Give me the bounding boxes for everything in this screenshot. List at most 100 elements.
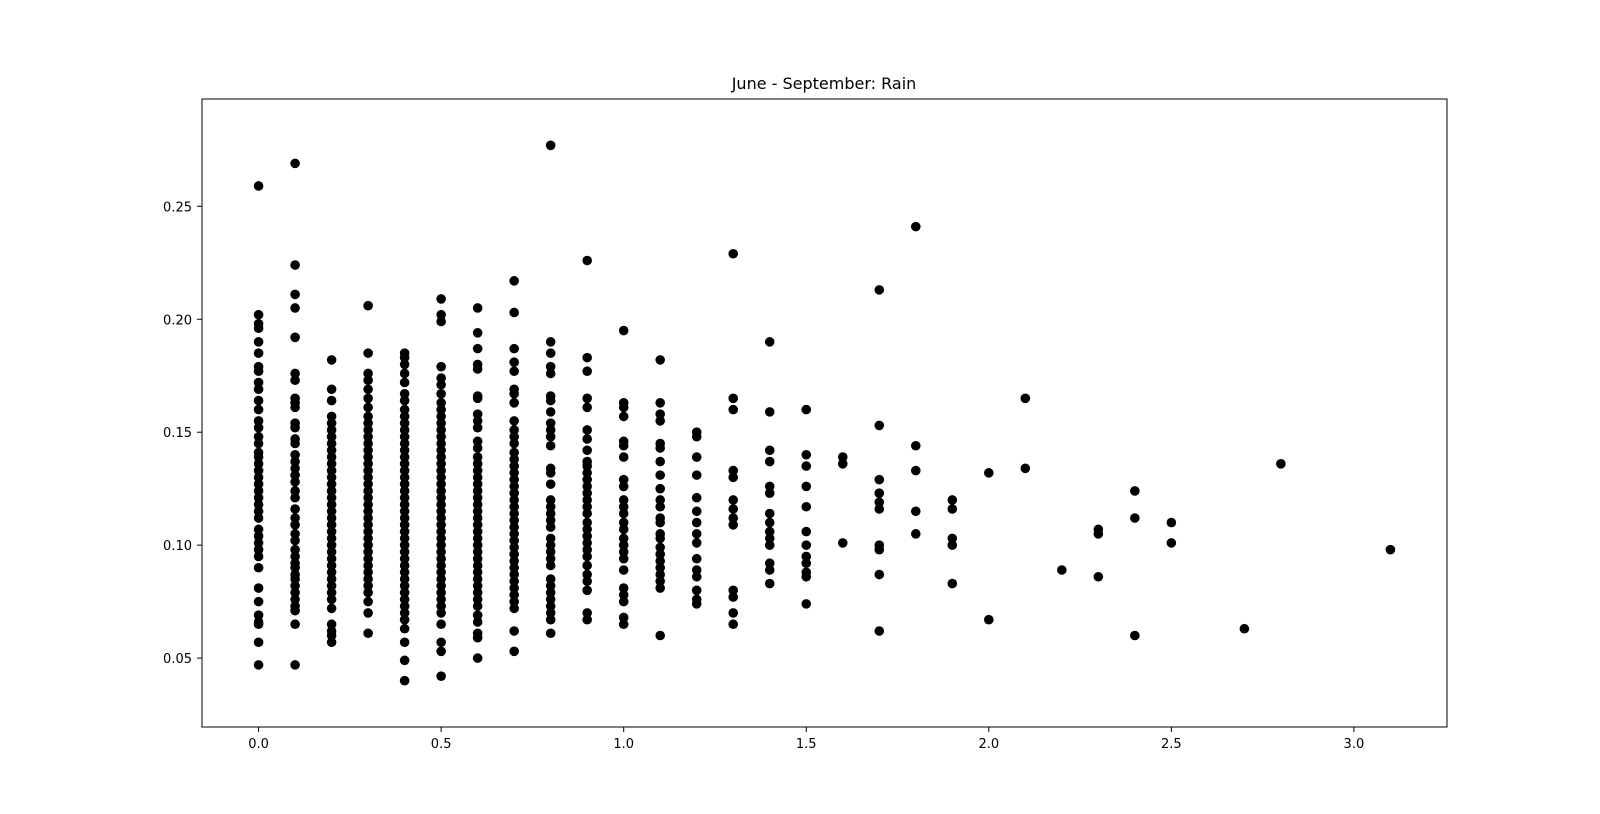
data-point: [399, 438, 410, 449]
data-point: [472, 436, 483, 447]
data-point: [728, 465, 739, 476]
data-point: [326, 411, 337, 422]
data-point: [253, 384, 264, 395]
data-point: [290, 375, 300, 386]
data-point: [290, 605, 300, 616]
data-point: [874, 474, 885, 485]
data-point: [509, 542, 519, 553]
data-point: [947, 540, 958, 550]
data-point: [472, 452, 483, 462]
data-point: [363, 402, 373, 413]
data-point: [801, 449, 812, 460]
data-point: [509, 569, 519, 580]
data-point: [253, 637, 264, 648]
data-point: [326, 594, 337, 605]
data-point: [582, 255, 592, 266]
data-point: [436, 411, 446, 422]
data-point: [655, 533, 665, 544]
data-point: [472, 533, 483, 544]
data-point: [399, 540, 410, 550]
data-point: [326, 499, 337, 510]
data-point: [436, 492, 446, 503]
data-point: [764, 578, 775, 589]
data-point: [618, 553, 629, 564]
data-point: [436, 486, 446, 496]
data-point: [655, 517, 665, 528]
data-point: [253, 531, 264, 541]
data-point: [290, 535, 300, 546]
data-point: [655, 501, 665, 512]
data-point: [290, 504, 300, 514]
data-point: [472, 653, 483, 663]
data-point: [399, 567, 410, 578]
data-point: [874, 488, 885, 498]
data-point: [326, 540, 337, 550]
data-point: [691, 565, 702, 575]
plot-area-frame: [201, 98, 1448, 728]
data-point: [1093, 529, 1104, 539]
data-point: [472, 506, 483, 517]
data-point: [363, 418, 373, 428]
data-point: [472, 567, 483, 578]
data-point: [837, 459, 848, 469]
data-point: [436, 418, 446, 428]
data-point: [472, 303, 483, 313]
data-point: [545, 508, 556, 519]
data-point: [326, 619, 337, 630]
data-point: [545, 581, 556, 591]
data-point: [509, 468, 519, 478]
data-point: [801, 599, 812, 609]
data-point: [363, 574, 373, 584]
data-point: [545, 522, 556, 532]
data-point: [253, 472, 264, 483]
data-point: [545, 140, 556, 151]
data-point: [326, 355, 337, 365]
data-point: [399, 452, 410, 462]
data-point: [326, 567, 337, 578]
data-point: [582, 524, 592, 535]
data-point: [253, 486, 264, 496]
data-point: [509, 357, 519, 367]
data-point: [326, 581, 337, 591]
data-point: [618, 547, 629, 557]
data-point: [436, 513, 446, 523]
data-point: [399, 587, 410, 598]
data-point: [363, 479, 373, 489]
data-point: [399, 553, 410, 564]
data-point: [1239, 623, 1250, 634]
data-point: [399, 425, 410, 435]
data-point: [363, 375, 373, 386]
data-point: [363, 520, 373, 530]
data-point: [436, 671, 446, 681]
data-point: [545, 395, 556, 406]
data-point: [399, 418, 410, 428]
data-point: [509, 529, 519, 539]
data-point: [545, 587, 556, 598]
data-point: [582, 488, 592, 498]
data-point: [253, 309, 264, 320]
data-point: [363, 452, 373, 462]
data-point: [436, 499, 446, 510]
chart-title: June - September: Rain: [731, 74, 917, 93]
data-point: [326, 459, 337, 469]
data-point: [399, 445, 410, 456]
data-point: [545, 614, 556, 625]
data-point: [326, 465, 337, 476]
data-point: [764, 488, 775, 498]
data-point: [363, 540, 373, 550]
data-point: [436, 294, 446, 304]
data-point: [290, 368, 300, 379]
data-point: [326, 418, 337, 428]
data-point: [253, 544, 264, 555]
data-point: [655, 562, 665, 573]
data-point: [326, 395, 337, 406]
data-point: [326, 547, 337, 557]
data-point: [436, 373, 446, 383]
data-point: [618, 495, 629, 505]
data-point: [253, 524, 264, 535]
data-point: [910, 465, 921, 476]
data-point: [764, 558, 775, 569]
data-point: [691, 517, 702, 528]
data-point: [436, 533, 446, 544]
